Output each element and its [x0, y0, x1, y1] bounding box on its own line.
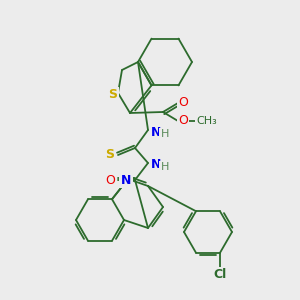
Text: H: H	[161, 129, 169, 139]
Text: N: N	[151, 125, 161, 139]
Text: O: O	[178, 97, 188, 110]
Text: N: N	[151, 158, 161, 172]
Text: N: N	[121, 173, 131, 187]
Text: H: H	[161, 162, 169, 172]
Text: S: S	[109, 88, 118, 101]
Text: O: O	[105, 173, 115, 187]
Text: CH₃: CH₃	[196, 116, 218, 126]
Text: S: S	[106, 148, 115, 161]
Text: Cl: Cl	[213, 268, 226, 281]
Text: O: O	[178, 115, 188, 128]
